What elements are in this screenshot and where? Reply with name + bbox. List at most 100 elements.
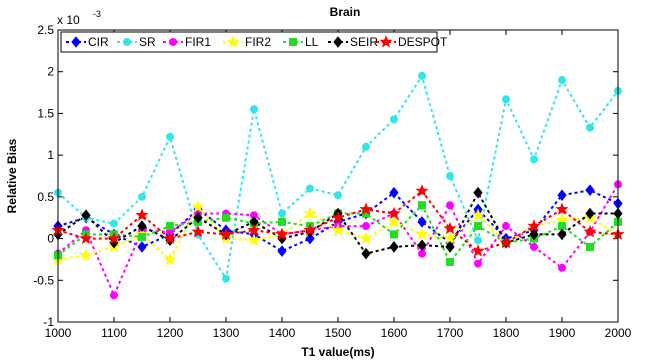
data-point-seir	[389, 241, 399, 253]
data-point-despot	[415, 184, 429, 197]
data-point-sr	[278, 209, 286, 218]
data-point-despot	[107, 231, 121, 245]
data-point-sr	[418, 71, 426, 80]
data-point-ll	[278, 217, 286, 226]
y-tick-label: -0.5	[33, 273, 54, 287]
data-point-ll	[474, 222, 482, 231]
data-point-ll	[558, 222, 566, 231]
data-point-despot	[163, 231, 177, 245]
data-point-despot	[443, 221, 457, 235]
data-point-sr	[138, 192, 146, 201]
data-point-seir	[361, 247, 371, 260]
data-point-despot	[219, 227, 233, 240]
data-point-ll	[390, 230, 398, 239]
data-point-sr	[250, 105, 258, 114]
data-point-despot	[135, 208, 149, 221]
y-tick-label: 2.5	[37, 23, 54, 37]
data-point-fir2	[359, 231, 373, 245]
data-point-sr	[166, 132, 174, 141]
y-tick-label: 2	[47, 65, 54, 79]
data-point-sr	[110, 219, 118, 228]
data-point-seir	[81, 209, 91, 222]
y-tick-label: 0.5	[37, 190, 54, 204]
data-point-fir1	[418, 249, 426, 258]
y-multiplier-exponent: -3	[93, 9, 101, 19]
legend-label-fir1: FIR1	[185, 35, 211, 49]
data-point-fir2	[303, 206, 317, 220]
data-point-sr	[586, 123, 594, 132]
data-point-cir	[305, 232, 315, 245]
data-point-seir	[445, 241, 455, 253]
x-tick-label: 1100	[101, 326, 127, 340]
data-point-fir2	[415, 227, 429, 240]
data-point-sr	[502, 95, 510, 104]
data-point-seir	[473, 186, 483, 199]
data-point-ll	[446, 257, 454, 266]
data-point-sr	[558, 76, 566, 85]
data-point-seir	[137, 220, 147, 232]
data-point-seir	[557, 228, 567, 241]
data-point-cir	[585, 184, 595, 196]
data-point-fir1	[558, 263, 566, 272]
data-point-fir1	[110, 291, 118, 300]
data-point-ll	[586, 242, 594, 251]
legend: CIR SR FIR1 FIR2 LL SEIR DESPOT	[60, 31, 448, 53]
data-point-seir	[417, 239, 427, 252]
y-tick-label: 1	[47, 148, 54, 162]
x-tick-label: 1000	[45, 326, 72, 340]
x-tick-label: 1300	[213, 326, 240, 340]
data-point-despot	[275, 227, 289, 240]
y-tick-label: -1	[43, 315, 54, 329]
data-point-sr	[530, 155, 538, 164]
y-tick-label: 1.5	[37, 106, 54, 120]
data-point-ll	[166, 222, 174, 231]
data-point-sr	[306, 184, 314, 193]
data-point-cir	[417, 216, 427, 228]
legend-marker-fir2	[226, 35, 240, 48]
data-point-ll	[138, 232, 146, 241]
data-point-seir	[529, 228, 539, 241]
data-point-sr	[390, 115, 398, 124]
x-tick-label: 1600	[381, 326, 408, 340]
legend-marker-seir	[333, 36, 343, 48]
data-point-ll	[418, 201, 426, 210]
data-point-sr	[446, 172, 454, 180]
chart-title: Brain	[330, 5, 361, 19]
data-point-cir	[389, 186, 399, 199]
axis-ticks: 1000 1100 1200 1300 1400 1500 1600 1700 1800 1900…	[33, 23, 631, 340]
data-point-fir1	[474, 259, 482, 268]
legend-label-sr: SR	[139, 35, 156, 49]
data-point-cir	[557, 189, 567, 201]
y-tick-label: 0	[47, 232, 54, 246]
x-tick-label: 1900	[549, 326, 576, 340]
data-point-fir1	[362, 222, 370, 231]
data-point-despot	[583, 225, 597, 238]
data-point-seir	[585, 207, 595, 220]
data-point-fir2	[163, 252, 177, 265]
data-point-fir2	[387, 215, 401, 228]
data-point-sr	[222, 274, 230, 283]
x-tick-label: 2000	[605, 326, 632, 340]
data-point-despot	[555, 202, 569, 215]
x-tick-label: 1200	[157, 326, 184, 340]
legend-label-ll: LL	[305, 35, 319, 49]
data-point-fir2	[331, 223, 345, 236]
legend-marker-fir1	[169, 38, 177, 46]
plot-frame	[57, 29, 619, 323]
data-point-cir	[277, 245, 287, 257]
legend-marker-cir	[71, 36, 81, 48]
data-point-cir	[137, 241, 147, 253]
data-point-despot	[499, 235, 513, 249]
data-point-despot	[303, 223, 317, 236]
data-point-fir2	[79, 248, 93, 261]
data-point-despot	[359, 202, 373, 215]
data-point-seir	[193, 211, 203, 224]
data-point-fir1	[446, 201, 454, 210]
data-point-despot	[527, 219, 541, 232]
data-point-fir1	[502, 222, 510, 231]
data-point-sr	[474, 236, 482, 245]
series-line-sr	[57, 73, 619, 282]
data-point-fir2	[247, 233, 261, 246]
legend-marker-sr	[123, 38, 131, 46]
